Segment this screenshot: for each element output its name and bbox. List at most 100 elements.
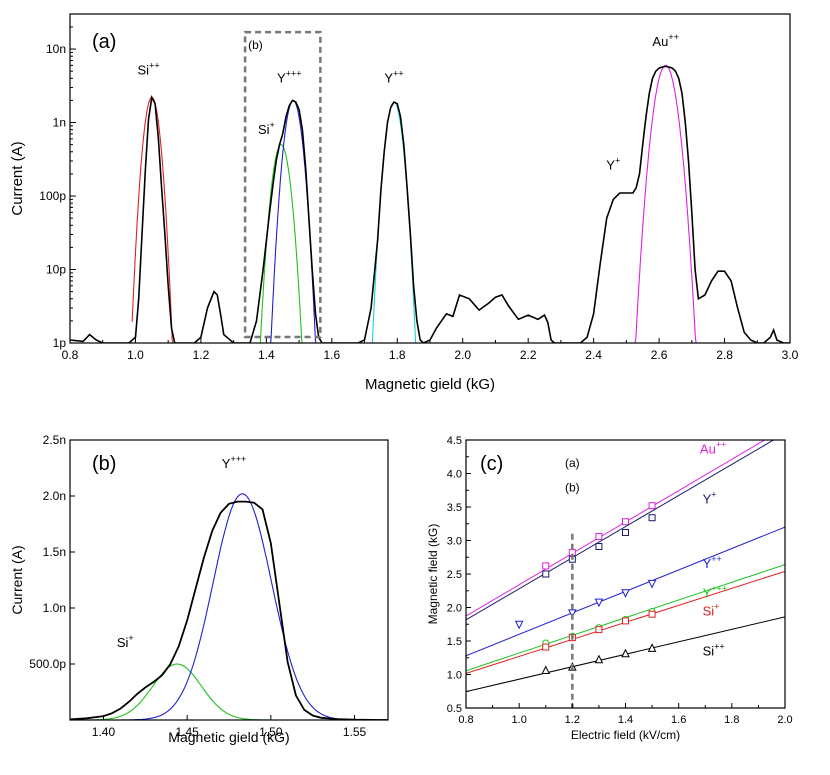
peak-label: Y+: [606, 155, 620, 172]
data-point: [542, 570, 550, 578]
series-label: Si+: [703, 602, 720, 619]
data-point: [568, 609, 577, 618]
x-tick-label: 1.2: [193, 348, 210, 362]
y-tick-label: 4.0: [447, 469, 462, 481]
peak-label-base: Au: [652, 34, 668, 49]
series-label-sup: +: [714, 602, 719, 612]
y-axis-label: Current (A): [9, 141, 26, 215]
x-tick-label: 1.8: [724, 714, 739, 726]
x-tick-label: 1.40: [92, 725, 116, 739]
vline-label-b: (b): [565, 481, 580, 495]
data-point: [594, 598, 604, 608]
peak-label: Y+++: [277, 69, 301, 86]
series-label-sup: ++: [714, 642, 725, 652]
series-label-base: Si: [703, 604, 715, 619]
x-tick-label: 1.4: [618, 714, 633, 726]
peak-label-base: Y: [384, 71, 393, 86]
x-tick-label: 2.8: [716, 348, 733, 362]
y-tick-label: 1.0: [447, 670, 462, 682]
panel-c-frame: [465, 439, 786, 709]
panel-a: (b) 0.8 1.0 1.2 1.4 1.6 1.8 2.0 2.2 2.4 2.6 2.8 3.0 1…: [9, 13, 799, 393]
gaussian-fit-line-2: [70, 493, 388, 720]
series-label: Y+: [703, 490, 717, 507]
panel-b-frame: [69, 439, 389, 721]
data-point: [621, 589, 630, 598]
series-label: Au++: [700, 439, 726, 456]
x-tick-label: 1.0: [512, 714, 527, 726]
peak-label-sup: ++: [393, 69, 404, 79]
peak-label-base: Si: [258, 122, 270, 137]
panel-label: (b): [92, 453, 116, 475]
data-point: [648, 610, 656, 618]
y-tick-label: 3.5: [447, 502, 462, 514]
measured-current-line: [70, 500, 388, 720]
inset-box-label: (b): [248, 38, 263, 52]
y-tick-label: 10p: [46, 263, 66, 277]
panel-label: (c): [480, 453, 503, 475]
x-tick-label: 1.0: [127, 348, 144, 362]
x-tick-label: 0.8: [458, 714, 473, 726]
y-axis-label: Current (A): [9, 545, 25, 614]
panel-c: (a) (b) 0.8 1.0 1.2 1.4 1.6 1.8 2.0 0.5 1.0 1.5 2.0 2…: [426, 435, 793, 742]
panel-label: (a): [92, 31, 116, 53]
y-axis-label: Magnetic field (kG): [426, 524, 440, 625]
x-tick-label: 1.45: [175, 725, 199, 739]
series-label-sup: +++: [711, 583, 727, 593]
measured-current-line: [70, 65, 790, 343]
y-tick-label: 2.0n: [43, 489, 66, 503]
x-tick-label: 1.8: [389, 348, 406, 362]
y-tick-label: 2.5: [447, 569, 462, 581]
panel-b: 1.40 1.45 1.50 1.55 500.0p 1.0n 1.5n 2.0n 2.5n Ma…: [9, 433, 389, 745]
peak-label-sup: +++: [286, 69, 302, 79]
series-label-base: Y: [703, 585, 712, 600]
panel-a-plot-area: [70, 64, 790, 343]
gaussian-fit-line-2: [253, 144, 306, 343]
x-axis-label: Magnetic gield (kG): [365, 376, 495, 393]
y-tick-label: 1n: [53, 116, 66, 130]
x-tick-label: 2.0: [777, 714, 792, 726]
x-tick-label: 1.2: [565, 714, 580, 726]
series-label-base: Y: [703, 492, 712, 507]
x-tick-label: 0.8: [62, 348, 79, 362]
data-point: [542, 562, 550, 570]
y-tick-label: 1p: [53, 336, 67, 350]
y-tick-label: 1.5: [447, 636, 462, 648]
data-point: [595, 532, 603, 540]
peak-label-base: Y: [277, 71, 286, 86]
peak-label: Si+: [258, 120, 275, 137]
x-tick-label: 1.4: [258, 348, 275, 362]
gaussian-fit-line-5: [619, 64, 712, 343]
x-tick-label: 1.6: [671, 714, 686, 726]
series-label: Y+++: [703, 583, 727, 600]
x-tick-label: 3.0: [782, 348, 799, 362]
gaussian-fit-line-4: [364, 101, 424, 343]
peak-label-base: Y: [222, 456, 231, 471]
series-label-sup: +: [711, 490, 716, 500]
peak-label: Si++: [138, 61, 160, 78]
data-point: [647, 643, 657, 652]
peak-label-sup: ++: [149, 61, 160, 71]
peak-label-sup: +: [615, 155, 620, 165]
x-tick-label: 2.6: [651, 348, 668, 362]
y-tick-label: 1.0n: [43, 601, 66, 615]
peak-label-base: Y: [606, 157, 615, 172]
x-axis-label: Electric field (kV/cm): [571, 728, 680, 742]
data-point: [622, 528, 629, 536]
x-tick-label: 1.55: [343, 725, 367, 739]
y-tick-label: 2.5n: [43, 433, 66, 447]
data-point: [648, 514, 656, 522]
x-tick-label: 1.50: [259, 725, 283, 739]
y-tick-label: 500.0p: [29, 657, 66, 671]
peak-label-sup: ++: [668, 32, 679, 42]
y-tick-label: 4.5: [447, 435, 462, 447]
x-tick-label: 2.0: [454, 348, 471, 362]
data-point: [595, 626, 603, 634]
y-tick-label: 10n: [46, 42, 66, 56]
fit-line: [466, 440, 775, 621]
y-tick-label: 0.5: [447, 703, 462, 715]
x-tick-label: 2.2: [520, 348, 537, 362]
gaussian-fit-line-1: [70, 663, 388, 720]
series-label-base: Au: [700, 441, 716, 456]
x-axis-label: Magnetic gield (kG): [168, 729, 289, 745]
